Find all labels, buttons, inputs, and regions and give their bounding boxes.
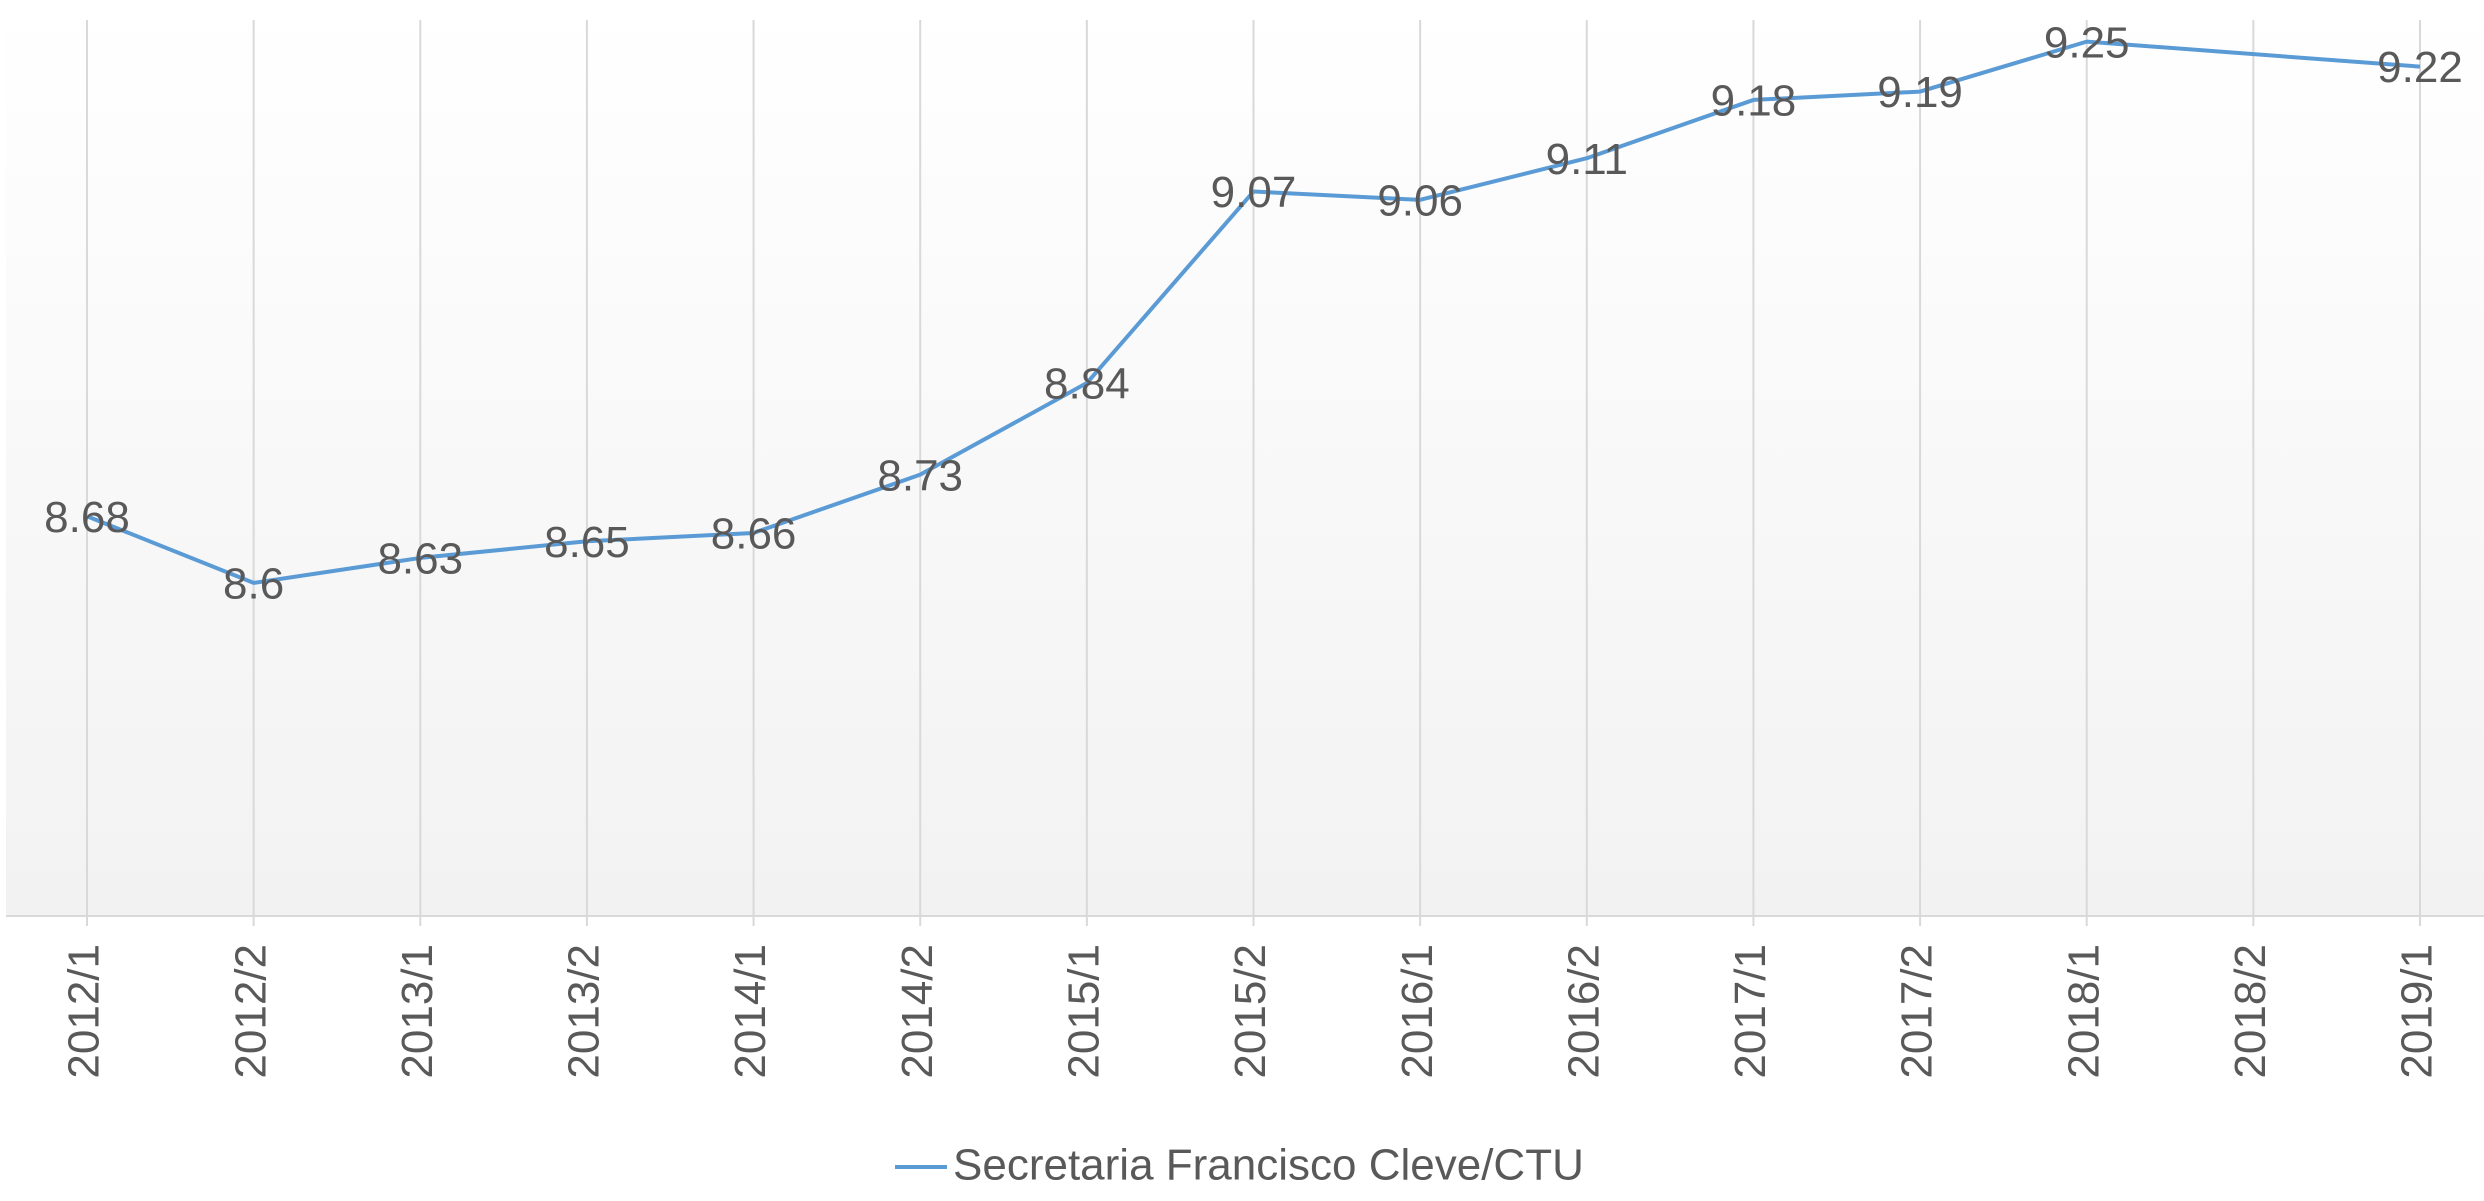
data-label: 8.65 xyxy=(544,518,630,567)
x-tick-label: 2015/1 xyxy=(1059,944,1108,1079)
data-label: 8.84 xyxy=(1044,360,1130,409)
data-label: 9.06 xyxy=(1377,176,1463,225)
x-tick-label: 2013/2 xyxy=(560,944,609,1079)
line xyxy=(86,39,2421,585)
x-tick-label: 2016/1 xyxy=(1393,944,1442,1079)
data-label: 9.25 xyxy=(2044,18,2130,67)
data-label: 9.11 xyxy=(1546,135,1628,184)
data-label: 9.07 xyxy=(1211,168,1297,217)
x-tick-label: 2017/2 xyxy=(1893,944,1942,1079)
data-label: 9.19 xyxy=(1877,68,1963,117)
data-label: 9.18 xyxy=(1711,77,1797,126)
x-tick-label: 2017/1 xyxy=(1726,944,1775,1079)
x-tick-label: 2016/2 xyxy=(1559,944,1608,1079)
x-tick-label: 2013/1 xyxy=(393,944,442,1079)
x-tick-label: 2014/1 xyxy=(726,944,775,1079)
data-label: 8.6 xyxy=(223,560,284,609)
data-label: 8.68 xyxy=(44,493,130,542)
data-label: 8.73 xyxy=(877,451,963,500)
legend-label: Secretaria Francisco Cleve/CTU xyxy=(953,1141,1584,1190)
x-tick-label: 2018/1 xyxy=(2059,944,2108,1079)
x-tick-label: 2018/2 xyxy=(2226,944,2275,1079)
x-tick-label: 2012/1 xyxy=(60,944,109,1079)
x-tick-label: 2014/2 xyxy=(893,944,942,1079)
data-label: 8.63 xyxy=(377,535,463,584)
data-label: 8.66 xyxy=(711,510,797,559)
x-tick-label: 2012/2 xyxy=(226,944,275,1079)
x-tick-label: 2019/1 xyxy=(2393,944,2442,1079)
data-label: 9.22 xyxy=(2377,43,2463,92)
x-tick-label: 2015/2 xyxy=(1226,944,1275,1079)
plot-area xyxy=(6,0,2484,916)
